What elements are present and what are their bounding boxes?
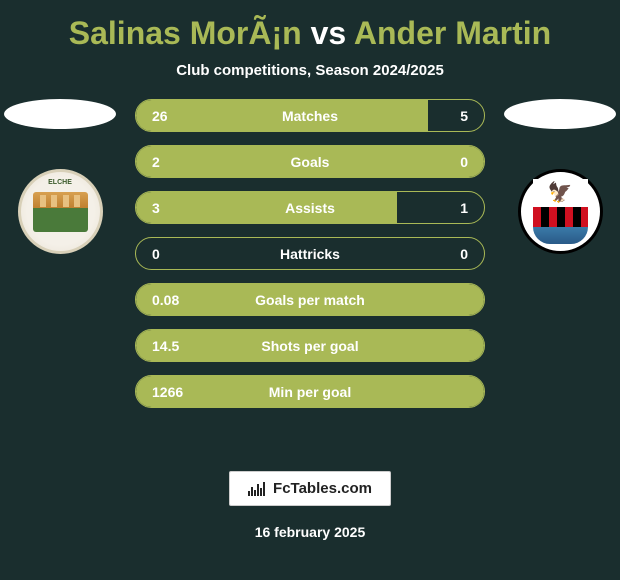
stat-label: Matches xyxy=(226,108,394,124)
body-area: 🦅 26Matches52Goals03Assists10Hattricks00… xyxy=(0,99,620,471)
vs-text: vs xyxy=(311,15,347,51)
stat-value-left: 1266 xyxy=(136,384,226,400)
stat-value-right: 5 xyxy=(394,108,484,124)
subtitle: Club competitions, Season 2024/2025 xyxy=(176,62,444,79)
stat-value-right: 1 xyxy=(394,200,484,216)
stat-label: Hattricks xyxy=(226,246,394,262)
stat-value-left: 3 xyxy=(136,200,226,216)
stat-value-left: 2 xyxy=(136,154,226,170)
stat-value-left: 26 xyxy=(136,108,226,124)
stat-label: Assists xyxy=(226,200,394,216)
stat-row: 0Hattricks0 xyxy=(135,237,485,270)
stat-label: Min per goal xyxy=(226,384,394,400)
stat-label: Goals per match xyxy=(226,292,394,308)
stripes-icon xyxy=(533,207,588,227)
stat-row: 2Goals0 xyxy=(135,145,485,178)
stat-label: Shots per goal xyxy=(226,338,394,354)
fctables-badge[interactable]: FcTables.com xyxy=(229,471,391,506)
player2-country-flag xyxy=(504,99,616,129)
stat-row: 3Assists1 xyxy=(135,191,485,224)
stat-value-right: 0 xyxy=(394,246,484,262)
stat-value-left: 0 xyxy=(136,246,226,262)
stat-value-left: 14.5 xyxy=(136,338,226,354)
player1-club-badge xyxy=(18,169,103,254)
comparison-card: Salinas MorÃ¡n vs Ander Martin Club comp… xyxy=(0,0,620,580)
stat-value-right: 0 xyxy=(394,154,484,170)
player2-column: 🦅 xyxy=(500,99,620,254)
chart-icon xyxy=(248,482,265,496)
mirandes-crest-icon: 🦅 xyxy=(533,179,588,244)
stats-table: 26Matches52Goals03Assists10Hattricks00.0… xyxy=(135,99,485,408)
player1-column xyxy=(0,99,120,254)
stat-value-left: 0.08 xyxy=(136,292,226,308)
stat-row: 0.08Goals per match xyxy=(135,283,485,316)
page-title: Salinas MorÃ¡n vs Ander Martin xyxy=(69,15,551,52)
player1-name: Salinas MorÃ¡n xyxy=(69,15,302,51)
player2-name: Ander Martin xyxy=(354,15,551,51)
brand-text: FcTables.com xyxy=(273,480,372,497)
stat-row: 26Matches5 xyxy=(135,99,485,132)
stat-row: 1266Min per goal xyxy=(135,375,485,408)
date-text: 16 february 2025 xyxy=(255,524,366,540)
stat-row: 14.5Shots per goal xyxy=(135,329,485,362)
player1-country-flag xyxy=(4,99,116,129)
elche-crest-icon xyxy=(33,192,88,232)
stat-label: Goals xyxy=(226,154,394,170)
elche-towers-icon xyxy=(40,195,80,207)
player2-club-badge: 🦅 xyxy=(518,169,603,254)
eagle-icon: 🦅 xyxy=(548,183,573,203)
shield-bottom-icon xyxy=(533,227,588,244)
footer: FcTables.com 16 february 2025 xyxy=(229,471,391,570)
